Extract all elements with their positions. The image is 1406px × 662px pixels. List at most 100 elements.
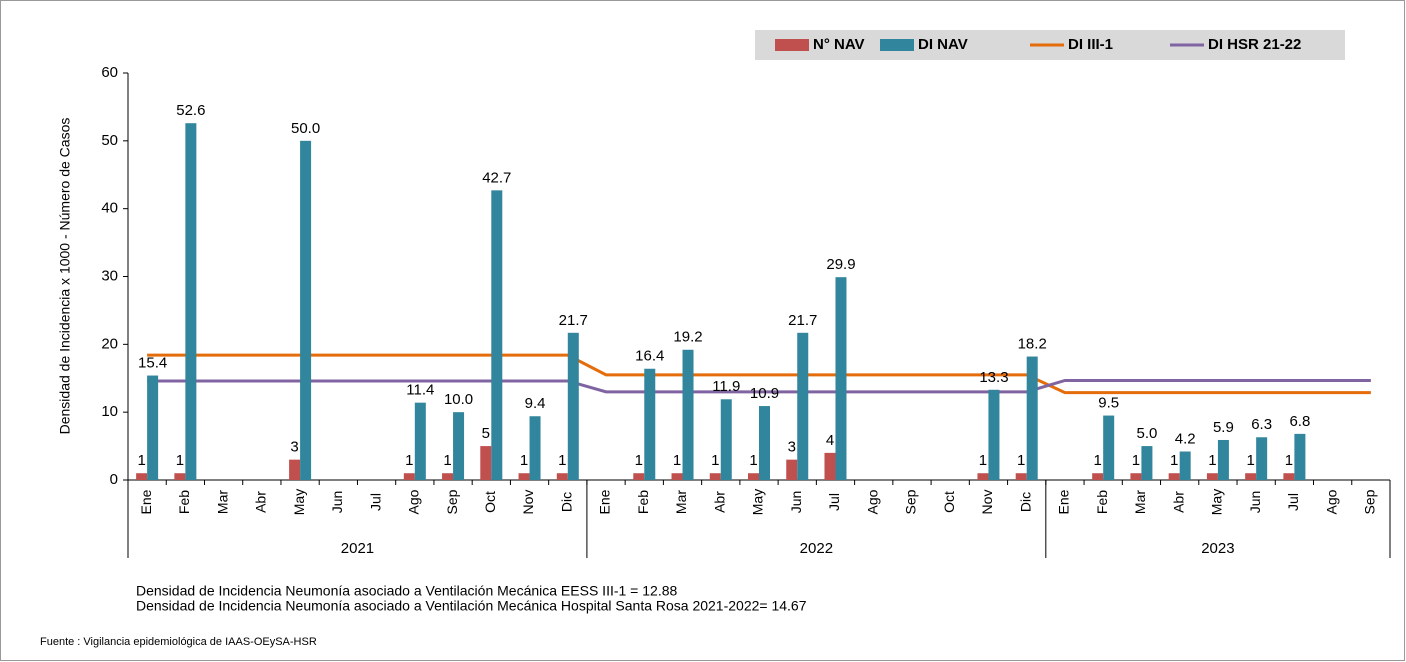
- line: [147, 353, 1371, 395]
- x-tick-label: Ago: [864, 489, 880, 514]
- x-tick-label: Oct: [482, 491, 498, 513]
- data-label: 1: [1246, 452, 1254, 469]
- bar: [1141, 446, 1153, 480]
- x-tick-label: Abr: [1170, 491, 1186, 513]
- x-tick-label: Jul: [1285, 493, 1301, 511]
- bar: [289, 459, 301, 480]
- bar: [797, 332, 809, 480]
- data-label: 5.0: [1136, 425, 1157, 442]
- bar: [529, 416, 541, 480]
- bar: [491, 190, 503, 480]
- source: Fuente : Vigilancia epidemiológica de IA…: [40, 636, 317, 648]
- bar: [453, 412, 465, 480]
- bar: [136, 473, 148, 480]
- data-label: 3: [788, 439, 796, 456]
- data-label: 1: [1017, 452, 1025, 469]
- data-label: 9.5: [1098, 395, 1119, 412]
- data-label: 1: [749, 452, 757, 469]
- bar: [414, 402, 426, 480]
- x-tick-label: May: [750, 489, 766, 515]
- data-label: 16.4: [635, 348, 664, 365]
- data-label: 3: [290, 439, 298, 456]
- x-tick-label: Feb: [176, 490, 192, 514]
- data-label: 1: [1208, 452, 1216, 469]
- legend-label: DI NAV: [918, 36, 968, 53]
- bar: [1256, 437, 1268, 480]
- bar: [671, 473, 683, 480]
- data-label: 15.4: [138, 355, 167, 372]
- data-label: 42.7: [482, 169, 511, 186]
- bar: [1283, 473, 1295, 480]
- bar: [480, 446, 492, 480]
- bar: [556, 473, 568, 480]
- bar: [1092, 473, 1104, 480]
- x-tick-label: Jun: [329, 491, 345, 514]
- data-label: 1: [979, 452, 987, 469]
- bar: [1294, 433, 1306, 480]
- bar: [633, 473, 645, 480]
- x-tick-label: Oct: [941, 491, 957, 513]
- x-tick-label: Abr: [253, 491, 269, 513]
- data-label: 50.0: [291, 120, 320, 137]
- data-label: 13.3: [979, 369, 1008, 386]
- data-label: 11.9: [712, 378, 740, 395]
- x-tick-label: Nov: [520, 490, 536, 515]
- bar: [147, 375, 159, 480]
- y-axis-label: Densidad de Incidencia x 1000 - Número d…: [57, 118, 73, 435]
- data-label: 52.6: [176, 102, 205, 119]
- bar: [644, 368, 656, 480]
- y-tick-label: 0: [110, 471, 118, 488]
- x-tick-label: Sep: [1362, 489, 1378, 514]
- data-label: 10.9: [750, 385, 779, 402]
- data-label: 1: [1094, 452, 1102, 469]
- bar: [720, 399, 732, 480]
- bar: [824, 452, 836, 480]
- x-tick-label: Ene: [597, 489, 613, 514]
- legend-label: DI III-1: [1068, 36, 1113, 53]
- x-tick-label: Ago: [406, 489, 422, 514]
- group-label: 2022: [800, 540, 833, 557]
- y-tick-label: 20: [101, 335, 118, 352]
- data-label: 1: [1285, 452, 1293, 469]
- data-label: 29.9: [826, 256, 855, 273]
- data-label: 18.2: [1018, 336, 1047, 353]
- x-tick-label: Ago: [1323, 489, 1339, 514]
- data-label: 1: [711, 452, 719, 469]
- data-label: 5.9: [1213, 419, 1234, 436]
- bar: [567, 332, 579, 480]
- line: [147, 378, 1371, 394]
- legend-label: N° NAV: [813, 36, 865, 53]
- x-tick-label: Mar: [1132, 490, 1148, 514]
- data-label: 1: [635, 452, 643, 469]
- bar: [185, 123, 197, 481]
- bar: [977, 473, 989, 480]
- x-tick-label: Ene: [138, 489, 154, 514]
- bar: [300, 140, 312, 481]
- data-label: 4.2: [1175, 430, 1196, 447]
- bar: [835, 277, 847, 480]
- bar: [1179, 451, 1191, 480]
- bar: [786, 459, 798, 480]
- data-label: 1: [405, 452, 413, 469]
- legend-swatch: [775, 39, 809, 51]
- bar: [1130, 473, 1142, 480]
- y-tick-label: 60: [101, 64, 118, 81]
- bar: [518, 473, 530, 480]
- x-tick-label: Feb: [635, 490, 651, 514]
- x-tick-label: May: [1209, 489, 1225, 515]
- x-tick-label: May: [291, 489, 307, 515]
- x-tick-label: Jul: [367, 493, 383, 511]
- legend-swatch: [880, 39, 914, 51]
- x-tick-label: Mar: [214, 490, 230, 514]
- x-tick-label: Jun: [788, 491, 804, 514]
- x-tick-label: Dic: [558, 492, 574, 512]
- data-label: 4: [826, 432, 834, 449]
- bar: [1245, 473, 1257, 480]
- x-tick-label: Abr: [711, 491, 727, 513]
- data-label: 1: [1132, 452, 1140, 469]
- bar: [988, 389, 1000, 480]
- data-label: 9.4: [525, 395, 546, 412]
- bar: [1206, 473, 1218, 480]
- y-tick-label: 10: [101, 403, 118, 420]
